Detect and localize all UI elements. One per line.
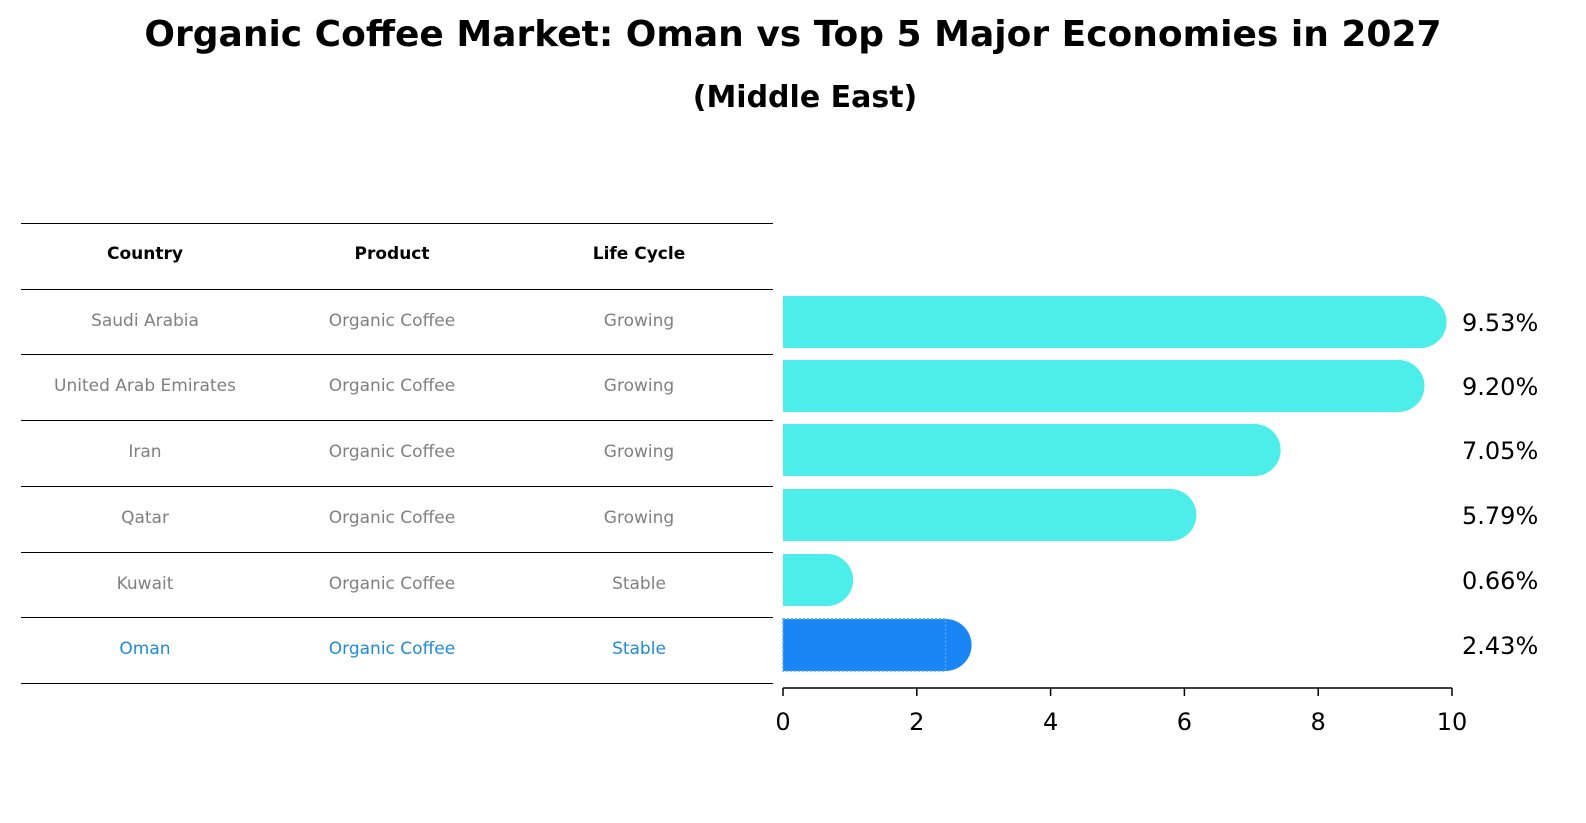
table-cell-product: Organic Coffee — [328, 310, 456, 331]
data-label: 7.05% — [1462, 437, 1538, 465]
bar-saudi-arabia — [783, 296, 1447, 348]
data-label: 9.20% — [1462, 373, 1538, 401]
bar-oman — [783, 619, 972, 671]
x-tick-label: 0 — [775, 708, 790, 736]
bar-kuwait — [783, 554, 854, 606]
x-tick-label: 4 — [1043, 708, 1058, 736]
data-label: 5.79% — [1462, 502, 1538, 530]
table-rule — [21, 289, 773, 290]
table-cell-product: Organic Coffee — [328, 573, 456, 594]
table-rule — [21, 223, 773, 224]
x-tick-label: 10 — [1437, 708, 1468, 736]
table-cell-country: Oman — [119, 639, 171, 659]
x-tick-label: 8 — [1311, 708, 1326, 736]
data-label: 9.53% — [1462, 309, 1538, 337]
table-cell-life-cycle: Growing — [603, 508, 675, 528]
table-cell-country: Qatar — [121, 508, 169, 528]
table-cell-life-cycle: Growing — [603, 376, 675, 396]
table-rule — [21, 683, 773, 684]
x-tick-label: 6 — [1177, 708, 1192, 736]
table-cell-country: Saudi Arabia — [91, 310, 199, 331]
highlight-bar-outline — [782, 618, 947, 672]
table-rule — [21, 552, 773, 553]
table-header-cell: Country — [107, 244, 183, 264]
table-cell-life-cycle: Stable — [612, 639, 666, 659]
bar-iran — [783, 424, 1281, 476]
bar-united-arab-emirates — [783, 360, 1425, 412]
table-header-cell: Life Cycle — [592, 244, 686, 264]
table-rule — [21, 354, 773, 355]
table-cell-product: Organic Coffee — [328, 442, 456, 462]
data-label: 2.43% — [1462, 632, 1538, 660]
x-tick-label: 2 — [909, 708, 924, 736]
chart-title: Organic Coffee Market: Oman vs Top 5 Maj… — [144, 14, 1442, 55]
table-cell-country: United Arab Emirates — [54, 376, 236, 396]
table-cell-life-cycle: Growing — [603, 442, 675, 462]
data-label: 0.66% — [1462, 567, 1538, 595]
table-cell-life-cycle: Growing — [603, 310, 675, 331]
table-rule — [21, 486, 773, 487]
table-cell-life-cycle: Stable — [612, 573, 666, 594]
table-header-cell: Product — [354, 244, 430, 264]
table-cell-country: Kuwait — [116, 573, 174, 594]
table-cell-country: Iran — [128, 442, 162, 462]
table-cell-product: Organic Coffee — [328, 508, 456, 528]
bar-qatar — [783, 489, 1197, 541]
table-cell-product: Organic Coffee — [328, 639, 456, 659]
table-rule — [21, 420, 773, 421]
chart-subtitle: (Middle East) — [692, 80, 918, 115]
table-rule — [21, 617, 773, 618]
table-cell-product: Organic Coffee — [328, 376, 456, 396]
